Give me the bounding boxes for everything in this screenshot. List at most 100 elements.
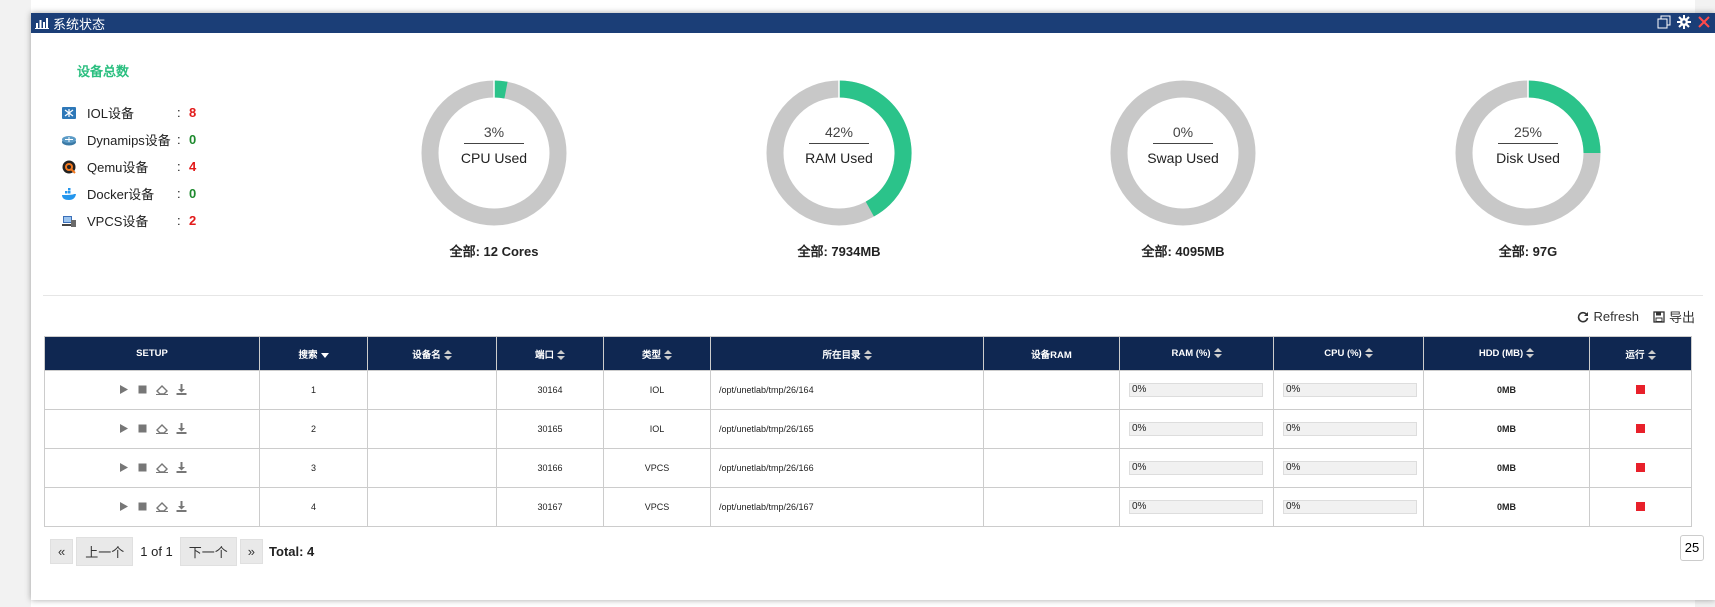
device-row-vpcs: VPCS设备 : 2 [61,207,196,234]
gauge-total: 全部: 7934MB [797,244,881,259]
col-setup: SETUP [44,336,260,371]
save-icon [1653,310,1665,323]
device-count: 2 [189,213,197,228]
sort-desc-icon [320,352,329,358]
section-divider [43,295,1703,296]
row-ram-cell: 0% [1119,448,1274,488]
window-titlebar[interactable]: 系统状态 [31,13,1715,33]
col-type[interactable]: 类型 [603,336,711,371]
col-label: HDD (MB) [1478,348,1524,359]
gauge-percent: 0% [1172,124,1194,140]
download-icon[interactable] [176,461,187,473]
sort-icon [1526,348,1535,359]
pagination: « 上一个 1 of 1 下一个 » Total: 4 [50,537,314,566]
stop-icon[interactable] [137,384,148,395]
col-directory[interactable]: 所在目录 [710,336,984,371]
row-device-name [367,448,497,488]
donut-chart [421,80,567,226]
page-size-select[interactable]: 25 [1680,535,1704,561]
col-label: 类型 [641,349,661,361]
docker-whale-icon [62,187,76,200]
vpcs-pc-icon [62,215,76,227]
wipe-eraser-icon[interactable] [155,423,168,434]
gauge-label: Swap Used [1147,150,1219,166]
table-row: 4 30167 VPCS /opt/unetlab/tmp/26/167 0% … [44,487,1692,527]
device-colon: : [177,213,181,228]
col-cpu-pct[interactable]: CPU (%) [1273,336,1424,371]
restore-icon[interactable] [1657,15,1671,29]
stop-icon[interactable] [137,501,148,512]
row-device-ram [983,409,1120,449]
row-id: 2 [259,409,368,449]
download-icon[interactable] [176,422,187,434]
prev-page-button[interactable]: 上一个 [76,537,134,566]
row-running [1589,370,1692,410]
row-type: IOL [603,409,711,449]
device-summary-title: 设备总数 [77,64,130,79]
col-port[interactable]: 端口 [496,336,604,371]
col-hdd[interactable]: HDD (MB) [1423,336,1590,371]
donut-chart [766,80,912,226]
stop-icon[interactable] [137,462,148,473]
donut-chart [1455,80,1601,226]
row-device-name [367,409,497,449]
cpu-progress-bar: 0% [1283,461,1417,475]
device-colon: : [177,132,181,147]
close-icon[interactable] [1697,15,1711,29]
refresh-label: Refresh [1593,309,1639,324]
disk-gauge: 25% Disk Used 全部: 97G [1443,68,1613,259]
system-status-window: 系统状态 设备总数 IOL设备 : 8 Dynamips设备 : 0 Qemu设… [31,13,1715,600]
col-label: CPU (%) [1324,348,1362,359]
ram-progress-bar: 0% [1129,500,1263,514]
col-ram-pct[interactable]: RAM (%) [1119,336,1274,371]
gauge-percent: 3% [483,124,505,140]
device-count: 8 [189,105,197,120]
stopped-status-icon [1636,423,1645,433]
first-page-button[interactable]: « [50,539,74,564]
row-directory: /opt/unetlab/tmp/26/165 [710,409,984,449]
sort-icon [557,349,565,360]
device-count-list: IOL设备 : 8 Dynamips设备 : 0 Qemu设备 : 4 Dock… [61,99,196,234]
row-type: VPCS [603,487,711,527]
download-icon[interactable] [176,500,187,512]
start-icon[interactable] [118,384,129,395]
col-label: 所在目录 [822,349,861,361]
table-header-row: SETUP 搜索 设备名 端口 类型 所在目录 设备RAM RAM (%) CP… [44,336,1692,371]
sort-icon [664,349,672,360]
col-device-name[interactable]: 设备名 [367,336,497,371]
start-icon[interactable] [118,501,129,512]
cpu-gauge: 3% CPU Used 全部: 12 Cores [409,68,579,259]
row-id: 4 [259,487,368,527]
wipe-eraser-icon[interactable] [155,462,168,473]
col-label: RAM (%) [1171,348,1211,359]
row-device-ram [983,487,1120,527]
device-count: 0 [189,186,197,201]
settings-gear-icon[interactable] [1677,15,1691,29]
col-label: 设备名 [412,349,441,361]
wipe-eraser-icon[interactable] [155,501,168,512]
total-count: Total: 4 [269,544,315,559]
device-row-iol: IOL设备 : 8 [61,99,196,126]
gauge-label: RAM Used [805,150,873,166]
start-icon[interactable] [118,423,129,434]
gauge-total: 全部: 4095MB [1141,244,1225,259]
stopped-status-icon [1636,501,1645,511]
wipe-eraser-icon[interactable] [155,384,168,395]
col-search[interactable]: 搜索 [259,336,368,371]
device-colon: : [177,105,181,120]
table-actions: Refresh 导出 [1577,307,1695,326]
stop-icon[interactable] [137,423,148,434]
export-button[interactable]: 导出 [1653,307,1695,326]
next-page-button[interactable]: 下一个 [179,537,237,566]
cpu-progress-bar: 0% [1283,500,1417,514]
row-device-ram [983,448,1120,488]
refresh-button[interactable]: Refresh [1577,309,1639,324]
download-icon[interactable] [176,383,187,395]
row-hdd: 0MB [1423,487,1590,527]
row-device-name [367,370,497,410]
start-icon[interactable] [118,462,129,473]
row-id: 3 [259,448,368,488]
col-running[interactable]: 运行 [1589,336,1692,371]
last-page-button[interactable]: » [239,539,264,564]
row-directory: /opt/unetlab/tmp/26/167 [710,487,984,527]
